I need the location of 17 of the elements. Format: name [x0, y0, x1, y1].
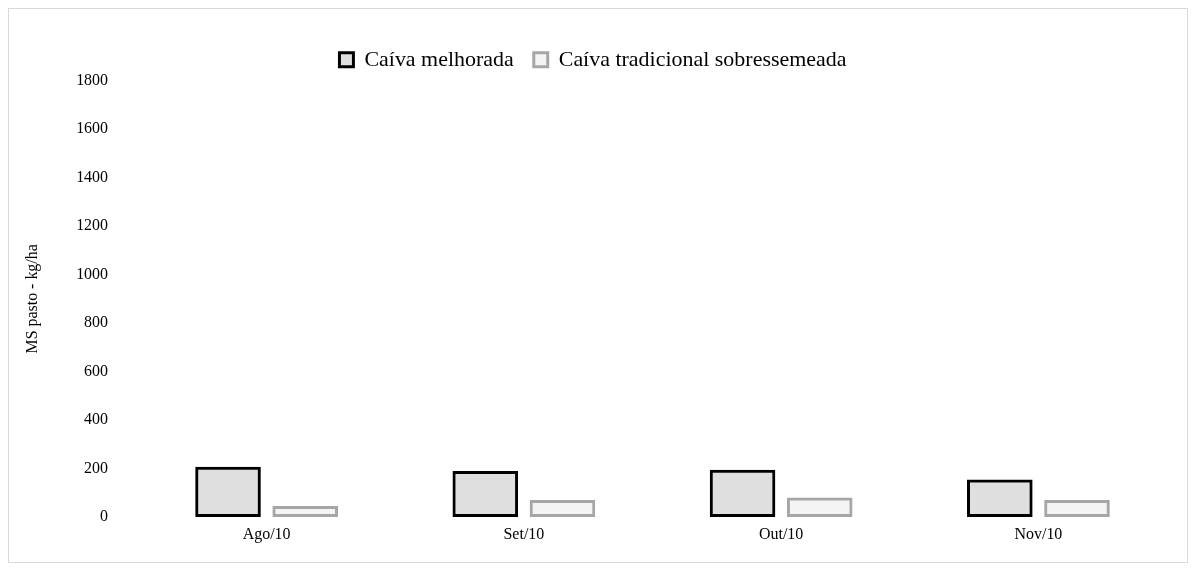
- y-tick-label: 600: [84, 361, 109, 379]
- y-tick-label: 0: [100, 507, 109, 525]
- y-axis-title: MS pasto - kg/ha: [22, 244, 41, 354]
- y-tick-label: 1000: [76, 264, 109, 282]
- y-tick-label: 400: [84, 410, 109, 428]
- y-tick-label: 800: [84, 313, 109, 331]
- x-tick-label: Set/10: [503, 524, 545, 542]
- y-tick-label: 1200: [76, 216, 109, 234]
- x-tick-label: Ago/10: [242, 524, 291, 543]
- y-tick-label: 200: [84, 458, 109, 476]
- y-tick-label: 1600: [76, 119, 109, 137]
- x-tick-label: Nov/10: [1014, 524, 1063, 542]
- legend-label: Caíva tradicional sobressemeada: [558, 45, 847, 71]
- x-tick-label: Out/10: [758, 524, 804, 542]
- y-tick-label: 1400: [76, 167, 109, 185]
- legend-label: Caíva melhorada: [364, 45, 515, 71]
- y-tick-label: 1800: [76, 70, 109, 88]
